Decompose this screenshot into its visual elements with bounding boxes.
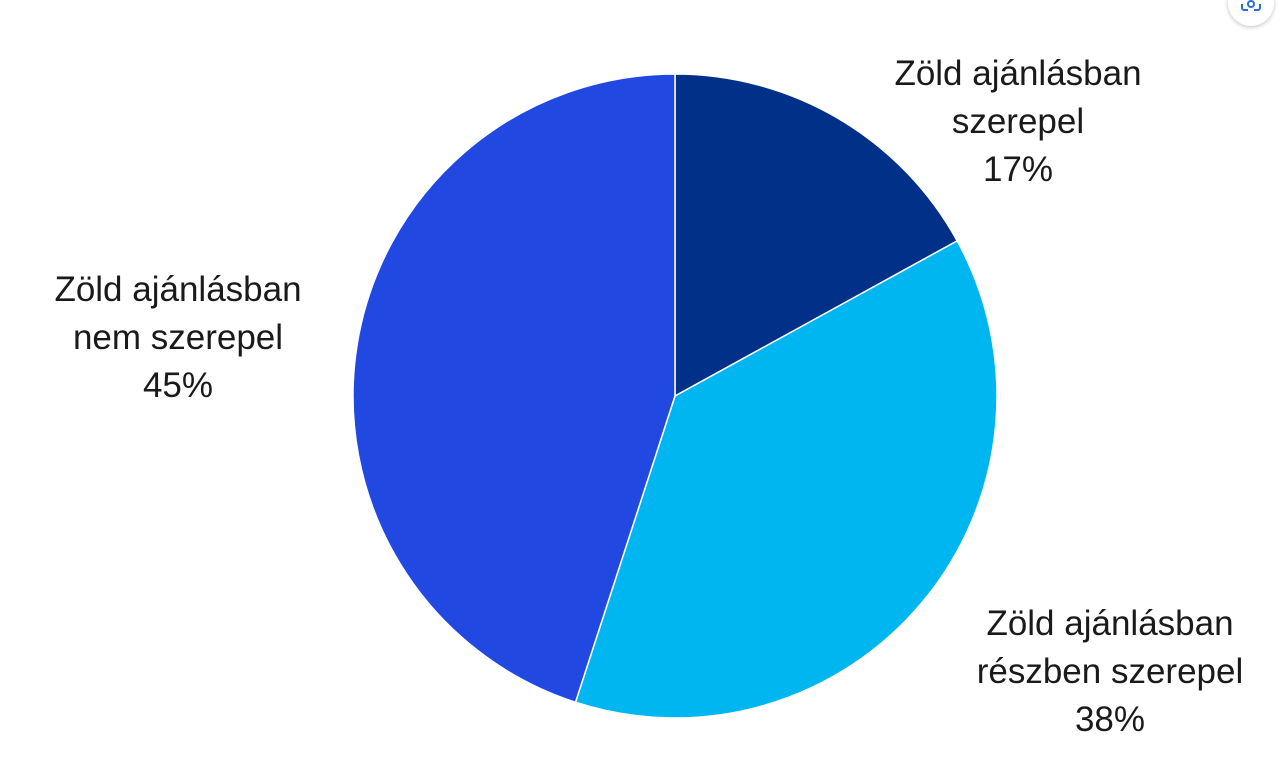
category-label: Zöld ajánlásban nem szerepel <box>54 270 302 357</box>
scan-icon <box>1241 0 1261 11</box>
pie-slice <box>574 239 998 719</box>
slice-label: Zöld ajánlásban szerepel 17% <box>858 50 1178 194</box>
visual-search-button[interactable] <box>1228 0 1274 26</box>
category-label: Zöld ajánlásban szerepel <box>894 54 1142 141</box>
pie-slice <box>674 73 959 398</box>
category-label: Zöld ajánlásban részben szerepel <box>976 604 1244 691</box>
value-label: 45% <box>142 366 214 405</box>
slice-label: Zöld ajánlásban részben szerepel 38% <box>950 600 1270 744</box>
pie-slice <box>352 73 676 704</box>
slice-label: Zöld ajánlásban nem szerepel 45% <box>18 266 338 410</box>
value-label: 17% <box>982 150 1054 189</box>
value-label: 38% <box>1074 700 1146 739</box>
